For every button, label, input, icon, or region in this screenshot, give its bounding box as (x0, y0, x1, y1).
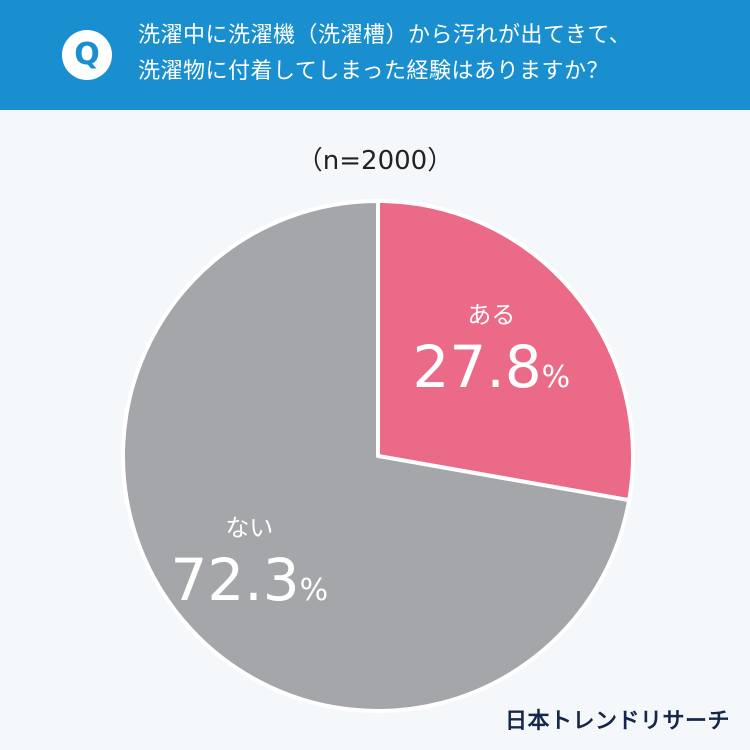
question-header: Q 洗濯中に洗濯機（洗濯槽）から汚れが出てきて、 洗濯物に付着してしまった経験は… (0, 0, 750, 110)
pie-slice-no (121, 199, 632, 713)
question-line-2: 洗濯物に付着してしまった経験はありますか？ (138, 59, 609, 84)
question-line-1: 洗濯中に洗濯機（洗濯槽）から汚れが出てきて、 (138, 23, 632, 48)
pie-slice-yes (376, 199, 635, 503)
slice-label-yes: ある (467, 301, 515, 329)
slice-value-no: 72.3% (170, 546, 328, 614)
slice-label-no: ない (225, 514, 273, 542)
sample-size: （n=2000） (296, 146, 454, 176)
brand-logo-text: 日本トレンドリサーチ (504, 709, 730, 734)
q-badge: Q (62, 30, 112, 80)
slice-value-yes: 27.8% (413, 333, 571, 401)
question-text: 洗濯中に洗濯機（洗濯槽）から汚れが出てきて、 洗濯物に付着してしまった経験はあり… (138, 18, 728, 90)
